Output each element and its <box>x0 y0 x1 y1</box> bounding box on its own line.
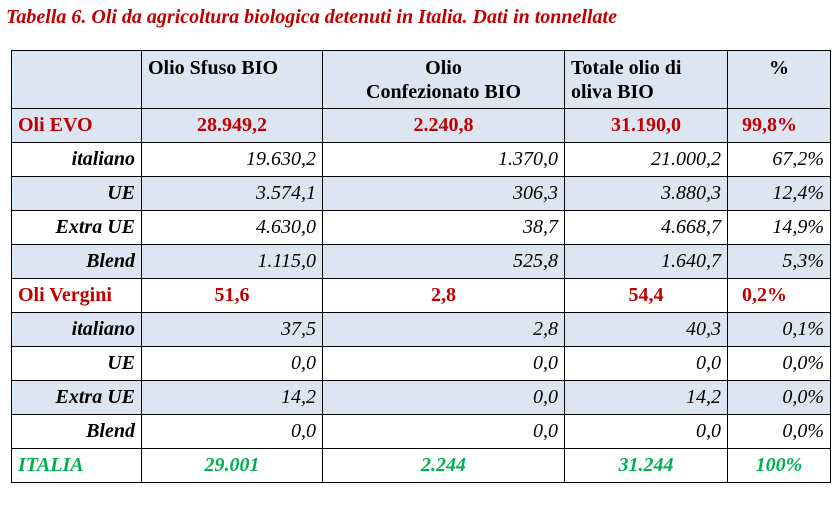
cell-sfuso: 37,5 <box>141 312 323 347</box>
header-olio-sfuso: Olio Sfuso BIO <box>141 50 323 109</box>
cell-totale: 4.668,7 <box>564 210 728 245</box>
cell-sfuso: 14,2 <box>141 380 323 415</box>
cell-totale: 54,4 <box>564 278 728 313</box>
header-olio-confezionato-line2: Confezionato BIO <box>366 81 521 103</box>
table-row: UE 0,0 0,0 0,0 0,0% <box>11 346 831 381</box>
cell-confezionato: 38,7 <box>322 210 565 245</box>
table-row: italiano 19.630,2 1.370,0 21.000,2 67,2% <box>11 142 831 177</box>
cell-confezionato: 2.244 <box>322 448 565 483</box>
table-row-oli-vergini: Oli Vergini 51,6 2,8 54,4 0,2% <box>11 278 831 313</box>
cell-totale: 1.640,7 <box>564 244 728 279</box>
cell-percent: 0,2% <box>727 278 831 313</box>
row-label: Oli EVO <box>11 108 142 143</box>
cell-totale: 0,0 <box>564 346 728 381</box>
header-row: Olio Sfuso BIO Olio Confezionato BIO Tot… <box>11 50 831 109</box>
row-label: Oli Vergini <box>11 278 142 313</box>
cell-percent: 12,4% <box>727 176 831 211</box>
cell-percent: 100% <box>727 448 831 483</box>
cell-totale: 40,3 <box>564 312 728 347</box>
cell-totale: 3.880,3 <box>564 176 728 211</box>
cell-totale: 0,0 <box>564 414 728 449</box>
cell-percent: 67,2% <box>727 142 831 177</box>
cell-percent: 5,3% <box>727 244 831 279</box>
cell-confezionato: 1.370,0 <box>322 142 565 177</box>
table-row: Extra UE 4.630,0 38,7 4.668,7 14,9% <box>11 210 831 245</box>
cell-confezionato: 525,8 <box>322 244 565 279</box>
cell-confezionato: 0,0 <box>322 346 565 381</box>
row-label: ITALIA <box>11 448 142 483</box>
cell-confezionato: 306,3 <box>322 176 565 211</box>
cell-totale: 31.244 <box>564 448 728 483</box>
cell-sfuso: 3.574,1 <box>141 176 323 211</box>
header-totale-line2: oliva BIO <box>571 81 654 103</box>
cell-percent: 0,0% <box>727 380 831 415</box>
cell-percent: 14,9% <box>727 210 831 245</box>
header-olio-confezionato-line1: Olio <box>425 57 462 79</box>
table-title: Tabella 6. Oli da agricoltura biologica … <box>6 6 617 28</box>
row-label: Blend <box>11 244 142 279</box>
cell-totale: 21.000,2 <box>564 142 728 177</box>
table-row-italia: ITALIA 29.001 2.244 31.244 100% <box>11 448 831 483</box>
cell-sfuso: 0,0 <box>141 346 323 381</box>
cell-confezionato: 0,0 <box>322 380 565 415</box>
cell-confezionato: 2,8 <box>322 278 565 313</box>
cell-sfuso: 28.949,2 <box>141 108 323 143</box>
table-row: Blend 1.115,0 525,8 1.640,7 5,3% <box>11 244 831 279</box>
cell-sfuso: 4.630,0 <box>141 210 323 245</box>
cell-sfuso: 0,0 <box>141 414 323 449</box>
header-olio-confezionato: Olio Confezionato BIO <box>322 50 565 109</box>
row-label: italiano <box>11 312 142 347</box>
row-label: Extra UE <box>11 210 142 245</box>
cell-sfuso: 1.115,0 <box>141 244 323 279</box>
row-label: UE <box>11 176 142 211</box>
table-row: italiano 37,5 2,8 40,3 0,1% <box>11 312 831 347</box>
cell-totale: 14,2 <box>564 380 728 415</box>
header-totale: Totale olio di oliva BIO <box>564 50 728 109</box>
row-label: italiano <box>11 142 142 177</box>
cell-sfuso: 51,6 <box>141 278 323 313</box>
cell-percent: 0,0% <box>727 414 831 449</box>
row-label: UE <box>11 346 142 381</box>
cell-sfuso: 29.001 <box>141 448 323 483</box>
cell-totale: 31.190,0 <box>564 108 728 143</box>
table-row: Extra UE 14,2 0,0 14,2 0,0% <box>11 380 831 415</box>
table-row: Blend 0,0 0,0 0,0 0,0% <box>11 414 831 449</box>
header-totale-line1: Totale olio di <box>571 57 682 79</box>
cell-percent: 0,1% <box>727 312 831 347</box>
cell-percent: 0,0% <box>727 346 831 381</box>
cell-confezionato: 0,0 <box>322 414 565 449</box>
data-table: Olio Sfuso BIO Olio Confezionato BIO Tot… <box>11 50 831 483</box>
header-empty <box>11 50 142 109</box>
cell-confezionato: 2,8 <box>322 312 565 347</box>
table-row: UE 3.574,1 306,3 3.880,3 12,4% <box>11 176 831 211</box>
cell-sfuso: 19.630,2 <box>141 142 323 177</box>
cell-percent: 99,8% <box>727 108 831 143</box>
cell-confezionato: 2.240,8 <box>322 108 565 143</box>
table-row-oli-evo: Oli EVO 28.949,2 2.240,8 31.190,0 99,8% <box>11 108 831 143</box>
row-label: Extra UE <box>11 380 142 415</box>
header-percent: % <box>727 50 831 109</box>
row-label: Blend <box>11 414 142 449</box>
